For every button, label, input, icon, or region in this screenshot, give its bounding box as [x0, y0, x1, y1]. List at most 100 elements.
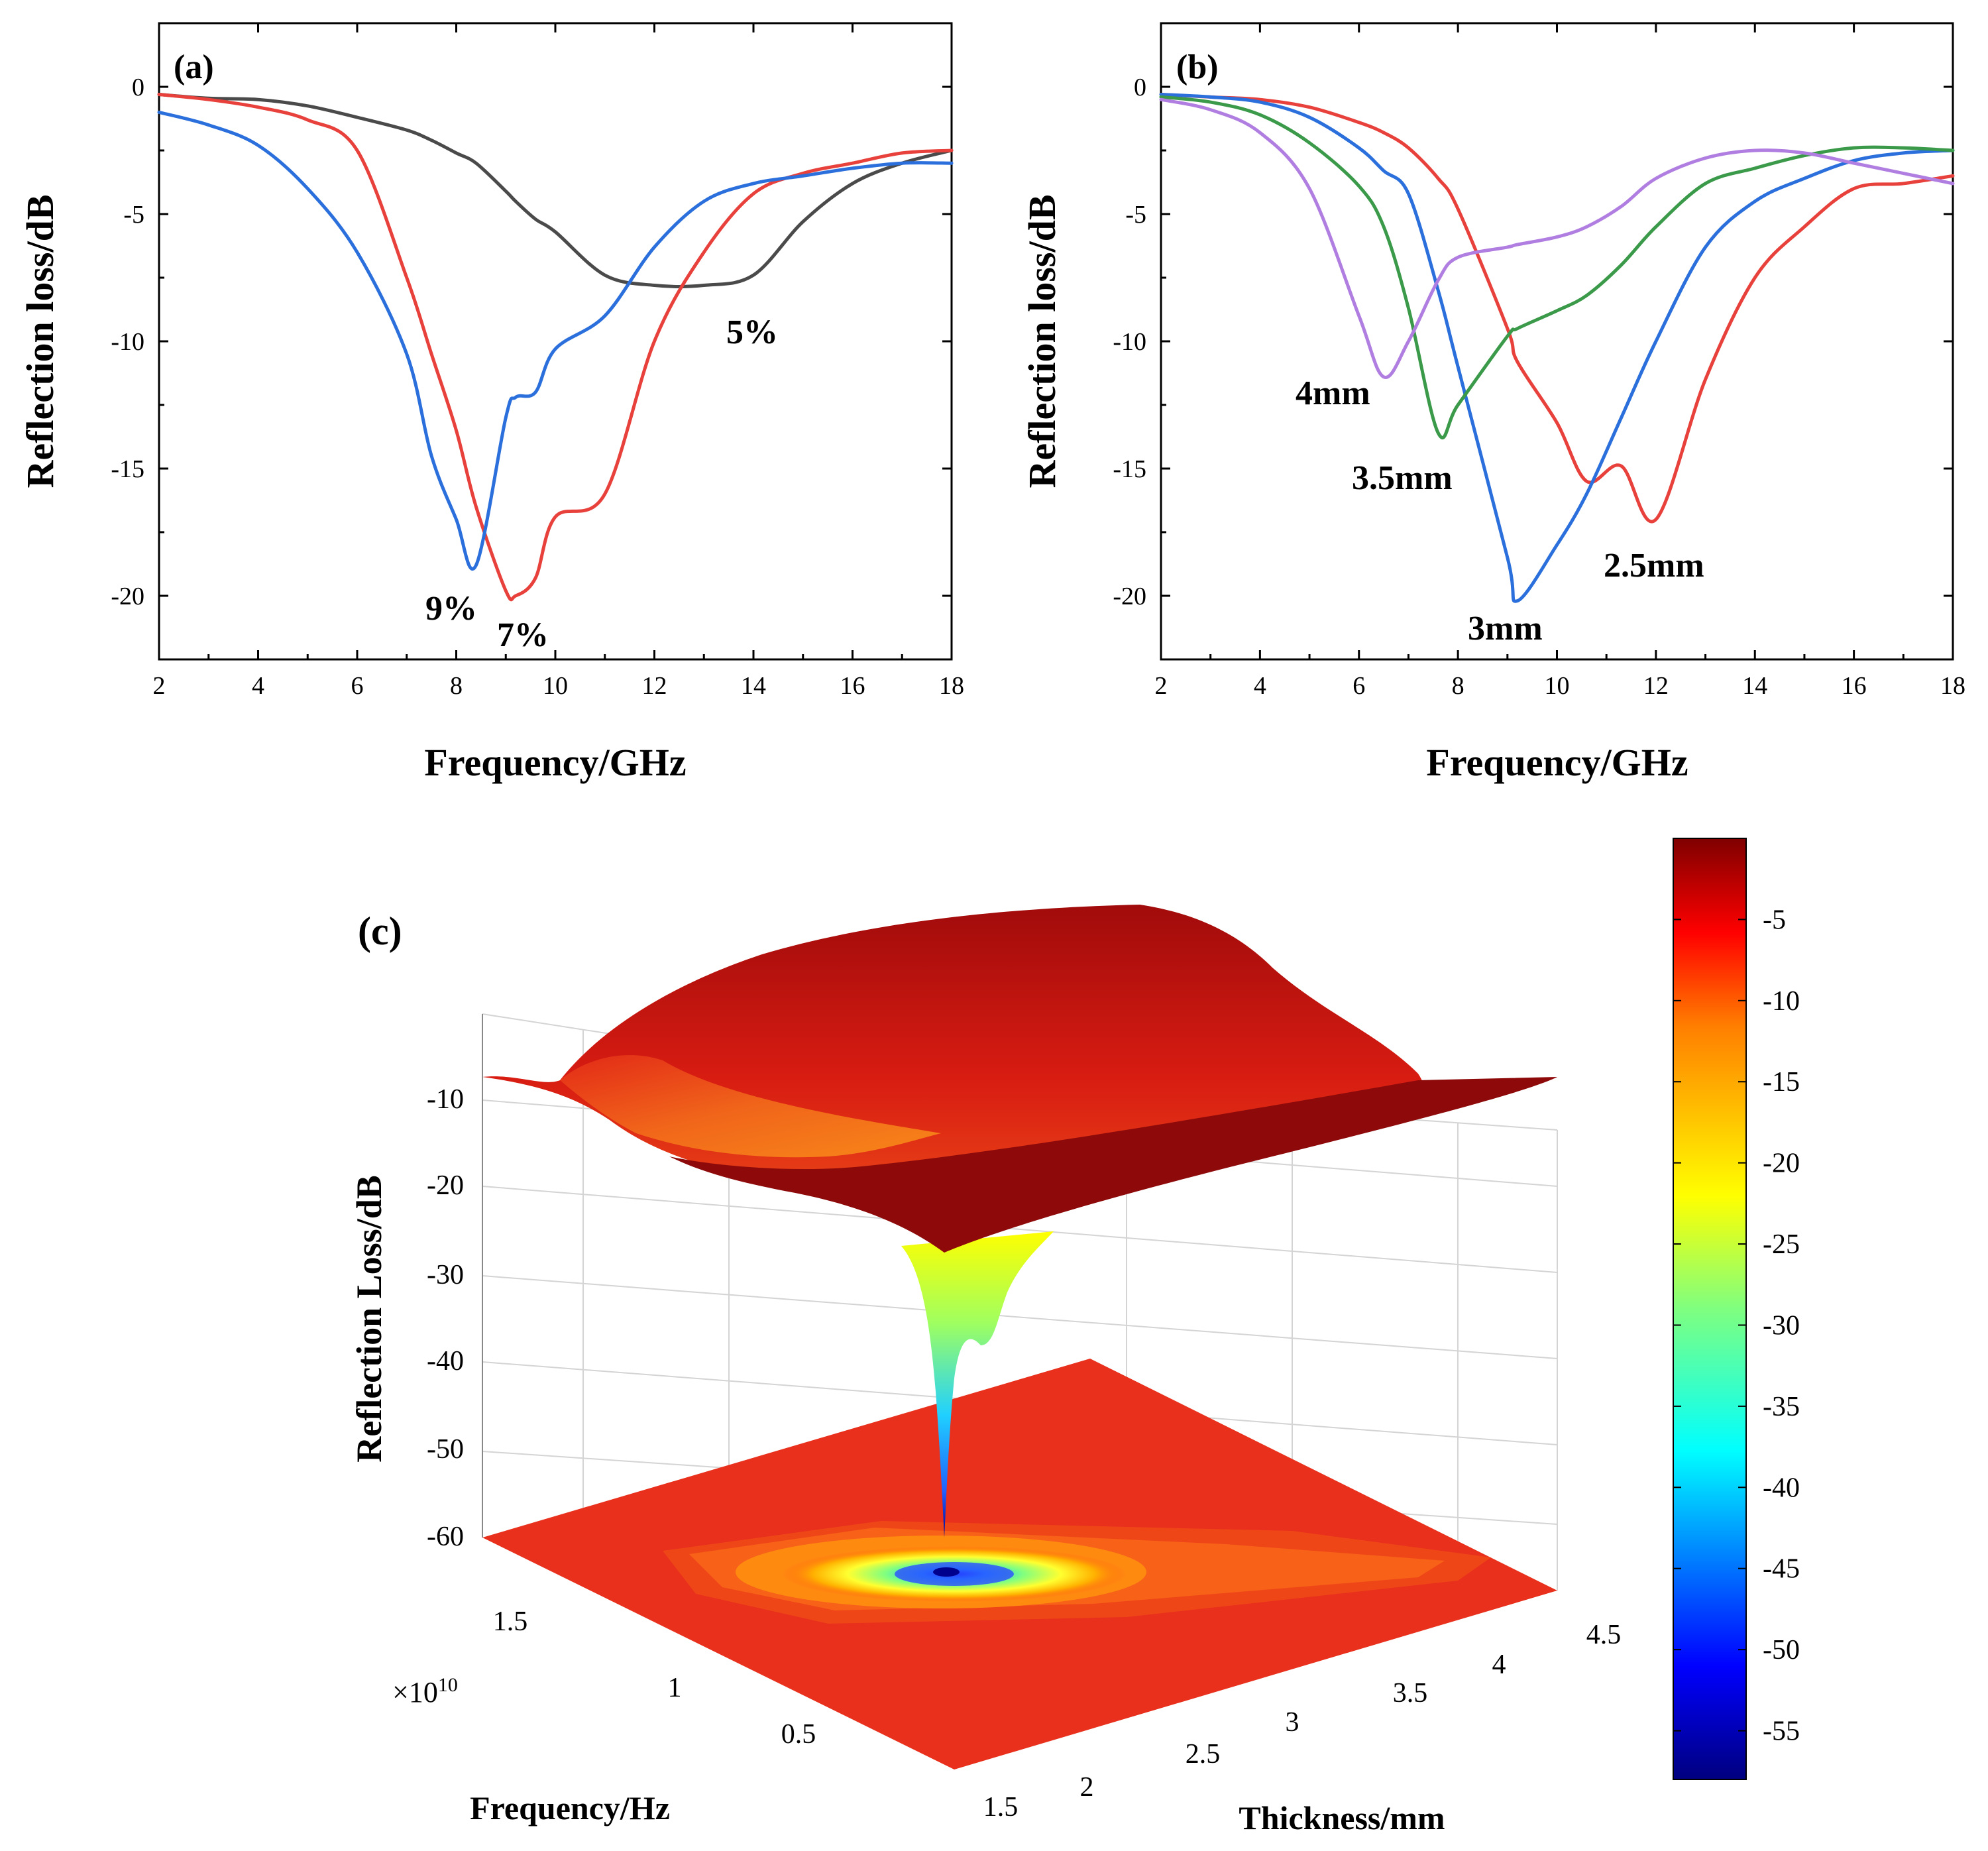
x-tick-label: 4	[1492, 1650, 1506, 1680]
frequency-exponent: ×1010	[392, 1674, 458, 1709]
x-tick-label: 3.5	[1393, 1678, 1428, 1709]
series-line-7	[157, 93, 954, 602]
y-tick-label: -15	[111, 455, 144, 483]
y-axis-title-a: Reflection loss/dB	[19, 194, 62, 488]
x-tick-label: 6	[1353, 672, 1365, 700]
contour-plane	[482, 1359, 1557, 1769]
series-line-5	[157, 93, 954, 288]
x-tick-label: 8	[1452, 672, 1464, 700]
y-tick-label: -10	[111, 328, 144, 356]
ticks-a	[158, 23, 953, 661]
colorbar-tick-label: -55	[1763, 1716, 1800, 1747]
x-tick-label: 14	[741, 672, 766, 700]
colorbar-tick-label: -20	[1763, 1149, 1800, 1179]
colorbar-ticks	[1673, 919, 1746, 1732]
series-a	[157, 93, 954, 602]
y-axis-title-c: Frequency/Hz	[470, 1789, 670, 1826]
z-tick-label: -20	[427, 1170, 464, 1201]
x-tick-label: 12	[642, 672, 667, 700]
colorbar-tick-label: -35	[1763, 1392, 1800, 1422]
x-axis-title-b: Frequency/GHz	[1426, 741, 1688, 784]
z-tick-label: -40	[427, 1346, 464, 1376]
x-tick-label: 4.5	[1586, 1620, 1622, 1650]
series-b	[1159, 93, 1955, 603]
x-tick-labels-c: 1.5 2 2.5 3 3.5 4 4.5	[983, 1620, 1622, 1823]
x-tick-label: 6	[351, 672, 364, 700]
z-tick-label: -30	[427, 1260, 464, 1290]
x-tick-labels-a: 2 4 6 8 10 12 14 16 18	[153, 672, 965, 700]
x-tick-label: 18	[939, 672, 964, 700]
colorbar-tick-label: -50	[1763, 1635, 1800, 1665]
y-tick-labels-b: 0 -5 -10 -15 -20	[1113, 74, 1146, 610]
colorbar-tick-label: -30	[1763, 1310, 1800, 1341]
z-tick-labels-c: -10 -20 -30 -40 -50 -60	[427, 1084, 464, 1552]
y-tick-label: -10	[1113, 328, 1146, 356]
x-tick-label: 16	[1842, 672, 1867, 700]
series-line-9	[157, 110, 954, 571]
y-tick-label: -15	[1113, 455, 1146, 483]
z-tick-label: -10	[427, 1084, 464, 1115]
x-tick-label: 2	[1155, 672, 1168, 700]
colorbar-tick-label: -10	[1763, 986, 1800, 1017]
x-tick-labels-b: 2 4 6 8 10 12 14 16 18	[1155, 672, 1966, 700]
y-tick-labels-a: 0 -5 -10 -15 -20	[111, 74, 144, 610]
y-axis-title-b: Reflection loss/dB	[1021, 194, 1064, 488]
colorbar-tick-label: -45	[1763, 1554, 1800, 1585]
x-tick-label: 14	[1742, 672, 1767, 700]
y-tick-label: 1.5	[493, 1606, 528, 1637]
plot-frame-a	[158, 22, 953, 661]
x-tick-label: 8	[450, 672, 463, 700]
annotation-3mm: 3mm	[1468, 610, 1543, 647]
x-axis-title-a: Frequency/GHz	[424, 741, 686, 784]
colorbar-tick-label: -25	[1763, 1229, 1800, 1260]
colorbar-tick-labels: -5 -10 -15 -20 -25 -30 -35 -40 -45 -50 -55	[1763, 905, 1800, 1746]
annotation-4mm: 4mm	[1296, 374, 1370, 412]
x-tick-label: 2	[1080, 1772, 1094, 1803]
series-line-25mm	[1159, 93, 1955, 524]
panel-b: 2 4 6 8 10 12 14 16 18 0 -5 -10 -15 -20 (b) Frequenc…	[1021, 22, 1966, 784]
panel-a: 2 4 6 8 10 12 14 16 18 0 -5 -10 -15 -20 (a) Frequenc…	[19, 22, 965, 784]
y-tick-label: -20	[111, 583, 144, 610]
surface-spike	[901, 1231, 1054, 1538]
ticks-b	[1160, 23, 1954, 661]
y-tick-label: -5	[123, 201, 144, 229]
x-tick-label: 3	[1286, 1707, 1299, 1738]
series-line-35mm	[1159, 95, 1955, 440]
x-tick-label: 12	[1643, 672, 1669, 700]
x-tick-label: 2	[153, 672, 166, 700]
y-tick-label: 0.5	[781, 1719, 816, 1750]
annotation-7pct: 7%	[497, 616, 549, 654]
colorbar-tick-label: -5	[1763, 905, 1786, 935]
colorbar-tick-label: -15	[1763, 1067, 1800, 1097]
y-tick-label: 1	[668, 1673, 682, 1703]
series-line-3mm	[1159, 93, 1955, 603]
x-tick-label: 4	[252, 672, 264, 700]
x-tick-label: 10	[543, 672, 568, 700]
panel-label-b: (b)	[1176, 48, 1219, 86]
z-axis-title-c: Reflection Loss/dB	[349, 1175, 389, 1463]
y-tick-label: 0	[132, 74, 144, 101]
colorbar	[1673, 838, 1747, 1780]
annotation-2-5mm: 2.5mm	[1604, 547, 1704, 585]
panel-c: (c)	[349, 838, 1800, 1836]
plot-frame-b	[1160, 22, 1954, 661]
z-tick-label: -50	[427, 1434, 464, 1465]
series-line-4mm	[1159, 97, 1955, 379]
annotation-9pct: 9%	[425, 590, 477, 628]
y-tick-label: 0	[1134, 74, 1146, 101]
panel-label-a: (a)	[174, 48, 214, 86]
annotation-3-5mm: 3.5mm	[1352, 459, 1453, 497]
colorbar-tick-label: -40	[1763, 1473, 1800, 1503]
x-tick-label: 10	[1545, 672, 1570, 700]
panel-label-c: (c)	[358, 909, 402, 953]
surface-top	[482, 905, 1557, 1253]
x-tick-label: 4	[1254, 672, 1266, 700]
y-tick-label: -5	[1125, 201, 1146, 229]
z-tick-label: -60	[427, 1522, 464, 1552]
x-axis-title-c: Thickness/mm	[1239, 1799, 1445, 1836]
x-tick-label: 1.5	[983, 1792, 1019, 1823]
y-tick-label: -20	[1113, 583, 1146, 610]
x-tick-label: 18	[1940, 672, 1965, 700]
x-tick-label: 2.5	[1186, 1739, 1221, 1769]
